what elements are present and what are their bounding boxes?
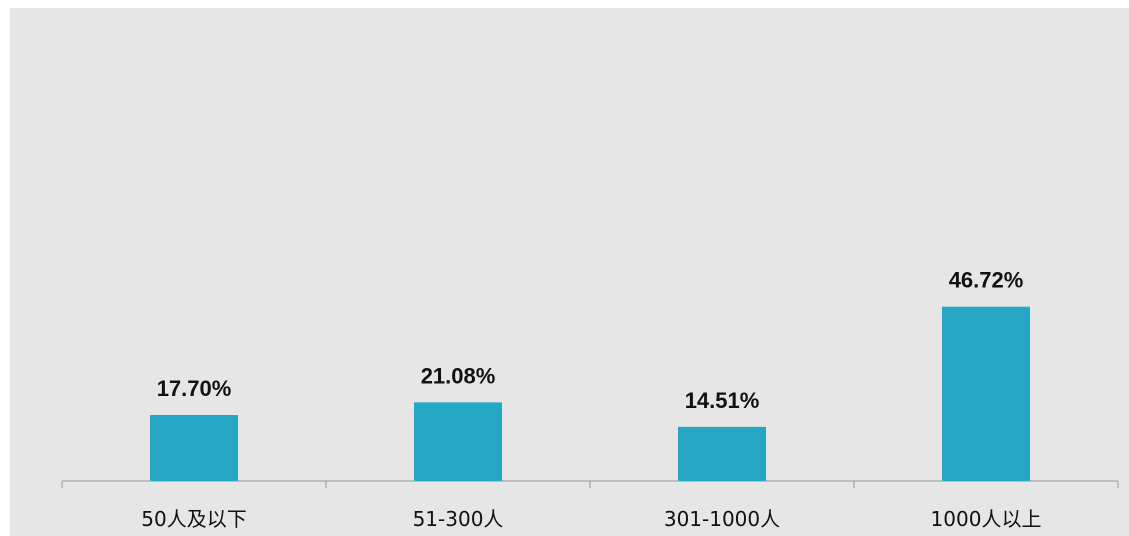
x-tick-label-4: 1000人以上 — [931, 507, 1042, 531]
bar-1 — [150, 414, 238, 481]
x-tick-label-3: 301-1000人 — [664, 507, 780, 531]
data-label-3: 14.51% — [685, 388, 760, 413]
data-labels: 17.70% 21.08% 14.51% 46.72% — [157, 268, 1024, 413]
bars — [150, 306, 1030, 481]
bar-4 — [942, 306, 1030, 481]
x-tick-label-2: 51-300人 — [413, 507, 504, 531]
x-tick-label-1: 50人及以下 — [141, 507, 246, 531]
bar-2 — [414, 402, 502, 481]
data-label-4: 46.72% — [949, 268, 1024, 293]
tick-labels: 50人及以下 51-300人 301-1000人 1000人以上 — [141, 507, 1041, 531]
data-label-2: 21.08% — [421, 363, 496, 388]
data-label-1: 17.70% — [157, 376, 232, 401]
bar-3 — [678, 426, 766, 481]
x-axis — [61, 480, 1119, 488]
